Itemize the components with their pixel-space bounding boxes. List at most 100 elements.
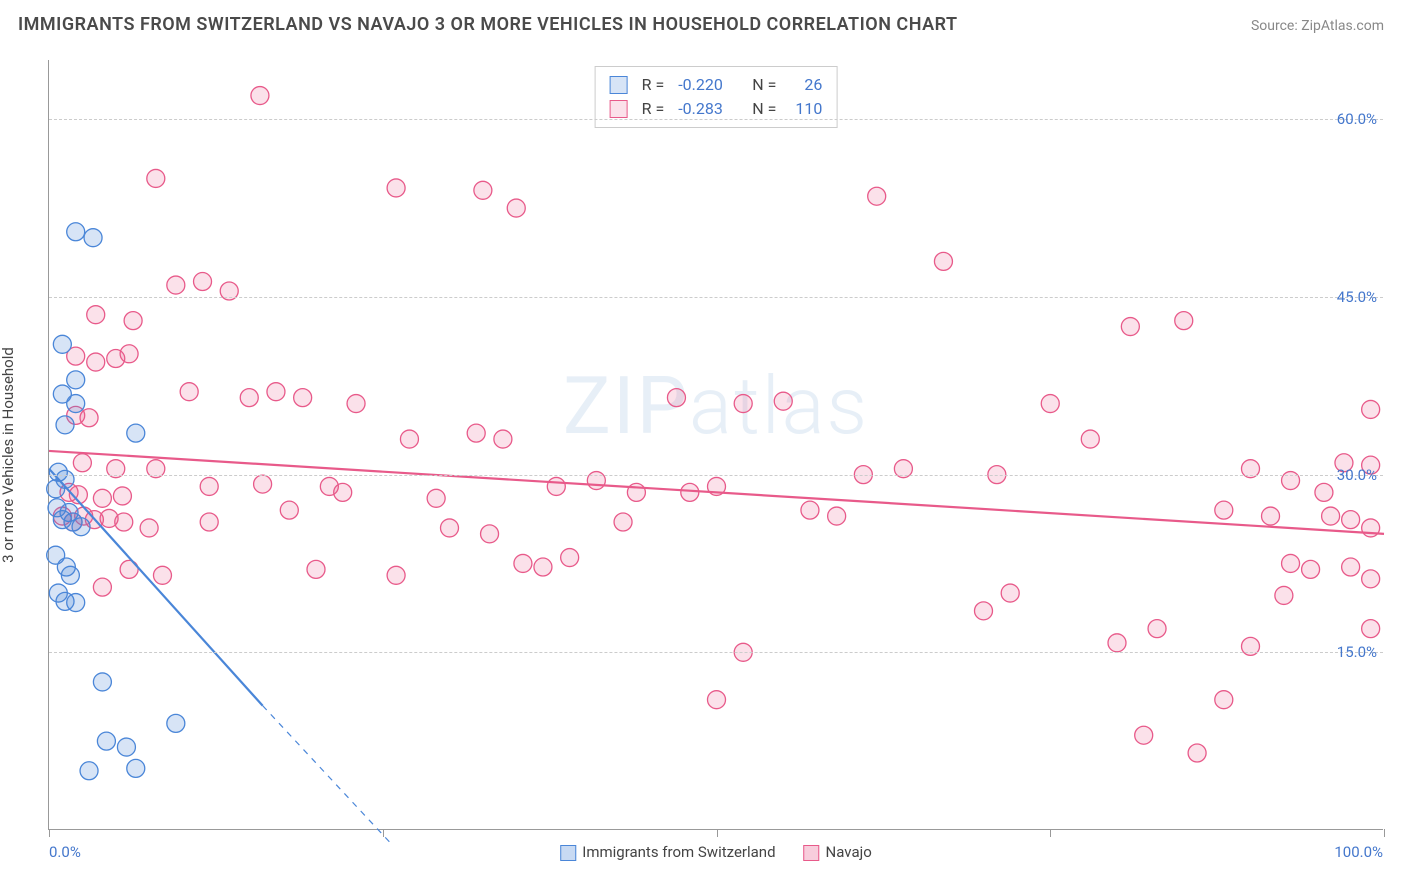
scatter-point-navajo — [1362, 400, 1380, 418]
chart-title: IMMIGRANTS FROM SWITZERLAND VS NAVAJO 3 … — [18, 14, 958, 35]
y-tick-label: 45.0% — [1337, 288, 1377, 306]
scatter-point-swiss — [67, 223, 85, 241]
scatter-point-navajo — [708, 691, 726, 709]
scatter-point-navajo — [113, 487, 131, 505]
scatter-point-navajo — [667, 389, 685, 407]
scatter-point-navajo — [167, 276, 185, 294]
scatter-point-navajo — [534, 558, 552, 576]
scatter-point-swiss — [72, 518, 90, 536]
scatter-point-navajo — [387, 566, 405, 584]
scatter-point-navajo — [147, 169, 165, 187]
scatter-point-navajo — [1342, 511, 1360, 529]
scatter-point-navajo — [1175, 312, 1193, 330]
scatter-point-navajo — [934, 252, 952, 270]
scatter-point-navajo — [280, 501, 298, 519]
scatter-point-navajo — [1148, 620, 1166, 638]
legend-label: Navajo — [826, 843, 872, 861]
scatter-point-navajo — [93, 578, 111, 596]
scatter-point-navajo — [387, 179, 405, 197]
scatter-point-swiss — [117, 738, 135, 756]
scatter-point-swiss — [84, 229, 102, 247]
scatter-point-navajo — [474, 181, 492, 199]
scatter-point-navajo — [774, 392, 792, 410]
scatter-point-navajo — [467, 424, 485, 442]
scatter-point-swiss — [61, 566, 79, 584]
stat-r-value: -0.220 — [678, 73, 738, 97]
gridline-h — [49, 475, 1383, 476]
scatter-point-navajo — [334, 483, 352, 501]
scatter-point-navajo — [1262, 507, 1280, 525]
scatter-point-navajo — [1135, 726, 1153, 744]
stats-row-swiss: R =-0.220N =26 — [610, 73, 823, 97]
scatter-point-navajo — [1215, 691, 1233, 709]
stat-n-label: N = — [752, 97, 776, 121]
plot-svg — [49, 60, 1383, 829]
y-axis-label: 3 or more Vehicles in Household — [0, 347, 17, 563]
scatter-point-navajo — [80, 409, 98, 427]
scatter-point-swiss — [67, 594, 85, 612]
scatter-point-navajo — [975, 602, 993, 620]
scatter-point-navajo — [427, 489, 445, 507]
scatter-point-navajo — [115, 513, 133, 531]
x-tick — [717, 829, 718, 837]
stats-swatch-icon — [610, 76, 628, 94]
scatter-point-navajo — [1362, 570, 1380, 588]
scatter-point-navajo — [614, 513, 632, 531]
x-tick — [1384, 829, 1385, 837]
scatter-point-navajo — [1275, 586, 1293, 604]
scatter-point-navajo — [200, 513, 218, 531]
scatter-point-swiss — [53, 335, 71, 353]
stat-r-label: R = — [642, 73, 665, 97]
scatter-point-navajo — [240, 389, 258, 407]
scatter-point-swiss — [93, 673, 111, 691]
scatter-point-navajo — [481, 525, 499, 543]
scatter-point-navajo — [153, 566, 171, 584]
scatter-point-navajo — [1121, 318, 1139, 336]
scatter-point-navajo — [73, 454, 91, 472]
scatter-point-navajo — [514, 554, 532, 572]
stat-r-label: R = — [642, 97, 665, 121]
scatter-point-swiss — [80, 762, 98, 780]
source-prefix: Source: — [1251, 18, 1301, 34]
stat-r-value: -0.283 — [678, 97, 738, 121]
scatter-point-navajo — [681, 483, 699, 501]
stat-n-label: N = — [752, 73, 776, 97]
scatter-point-navajo — [1081, 430, 1099, 448]
scatter-point-swiss — [127, 424, 145, 442]
trend-line-swiss — [49, 469, 263, 706]
scatter-point-navajo — [307, 560, 325, 578]
source-attribution: Source: ZipAtlas.com — [1251, 18, 1384, 34]
scatter-point-swiss — [127, 759, 145, 777]
scatter-point-navajo — [267, 383, 285, 401]
scatter-point-navajo — [87, 353, 105, 371]
x-tick-label: 0.0% — [49, 843, 81, 861]
plot-area: ZIPatlas R =-0.220N =26R =-0.283N =110 I… — [48, 60, 1383, 830]
x-tick — [383, 829, 384, 837]
trend-line-navajo — [49, 451, 1384, 534]
scatter-point-navajo — [1282, 554, 1300, 572]
scatter-point-navajo — [254, 475, 272, 493]
gridline-h — [49, 119, 1383, 120]
stat-n-value: 110 — [790, 97, 822, 121]
scatter-point-navajo — [1041, 395, 1059, 413]
scatter-point-navajo — [200, 477, 218, 495]
x-tick — [1050, 829, 1051, 837]
scatter-point-navajo — [180, 383, 198, 401]
scatter-point-navajo — [1188, 744, 1206, 762]
scatter-point-navajo — [93, 489, 111, 507]
scatter-point-navajo — [400, 430, 418, 448]
x-tick — [49, 829, 50, 837]
stats-row-navajo: R = -0.283 N = 110 — [610, 97, 823, 121]
scatter-point-swiss — [56, 416, 74, 434]
trend-line-dash-swiss — [263, 706, 390, 842]
scatter-point-navajo — [1108, 634, 1126, 652]
scatter-point-navajo — [1302, 560, 1320, 578]
scatter-point-navajo — [194, 273, 212, 291]
scatter-point-navajo — [251, 87, 269, 105]
source-link[interactable]: ZipAtlas.com — [1301, 18, 1384, 34]
legend-label: Immigrants from Switzerland — [582, 843, 775, 861]
legend-bottom: Immigrants from Switzerland Navajo — [560, 843, 872, 861]
y-tick-label: 30.0% — [1337, 466, 1377, 484]
y-tick-label: 60.0% — [1337, 110, 1377, 128]
scatter-point-navajo — [120, 345, 138, 363]
